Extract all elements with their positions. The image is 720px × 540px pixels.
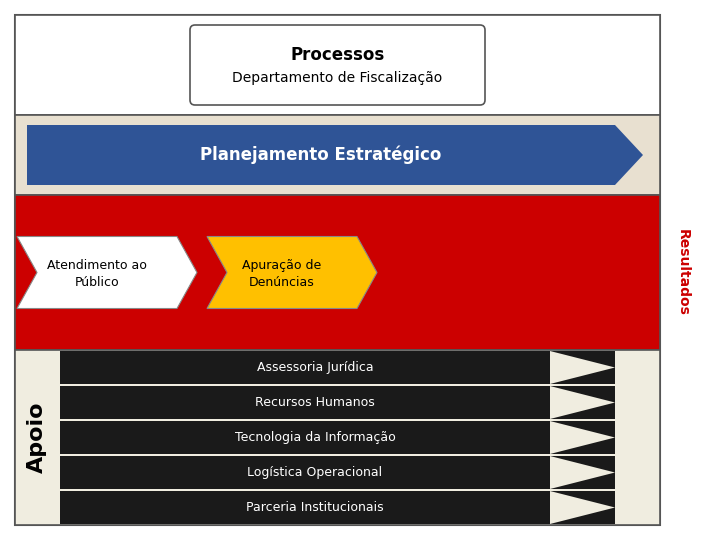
Text: Atendimento ao: Atendimento ao xyxy=(47,259,147,272)
Text: Processos: Processos xyxy=(290,45,384,64)
Text: Resultados: Resultados xyxy=(676,229,690,316)
Polygon shape xyxy=(550,386,615,419)
FancyBboxPatch shape xyxy=(60,491,615,524)
Polygon shape xyxy=(17,237,197,308)
FancyBboxPatch shape xyxy=(60,386,615,419)
Polygon shape xyxy=(550,421,615,454)
FancyBboxPatch shape xyxy=(190,25,485,105)
FancyBboxPatch shape xyxy=(60,456,615,489)
Text: Público: Público xyxy=(75,276,120,289)
FancyBboxPatch shape xyxy=(15,115,660,195)
Text: Departamento de Fiscalização: Departamento de Fiscalização xyxy=(233,71,443,85)
FancyBboxPatch shape xyxy=(15,15,660,115)
Polygon shape xyxy=(550,491,615,524)
Text: Assessoria Jurídica: Assessoria Jurídica xyxy=(257,361,373,374)
Text: Denúncias: Denúncias xyxy=(249,276,315,289)
Text: Parceria Institucionais: Parceria Institucionais xyxy=(246,501,384,514)
Text: Tecnologia da Informação: Tecnologia da Informação xyxy=(235,431,395,444)
FancyBboxPatch shape xyxy=(15,350,660,525)
Text: Logística Operacional: Logística Operacional xyxy=(248,466,382,479)
Polygon shape xyxy=(27,125,643,185)
FancyBboxPatch shape xyxy=(60,351,615,384)
FancyBboxPatch shape xyxy=(15,195,660,350)
Text: Apoio: Apoio xyxy=(27,402,47,473)
Polygon shape xyxy=(550,351,615,384)
FancyBboxPatch shape xyxy=(15,15,660,525)
Text: Apuração de: Apuração de xyxy=(243,259,322,272)
Polygon shape xyxy=(207,237,377,308)
Polygon shape xyxy=(550,456,615,489)
Text: Planejamento Estratégico: Planejamento Estratégico xyxy=(200,146,441,164)
Text: Recursos Humanos: Recursos Humanos xyxy=(255,396,375,409)
FancyBboxPatch shape xyxy=(60,421,615,454)
